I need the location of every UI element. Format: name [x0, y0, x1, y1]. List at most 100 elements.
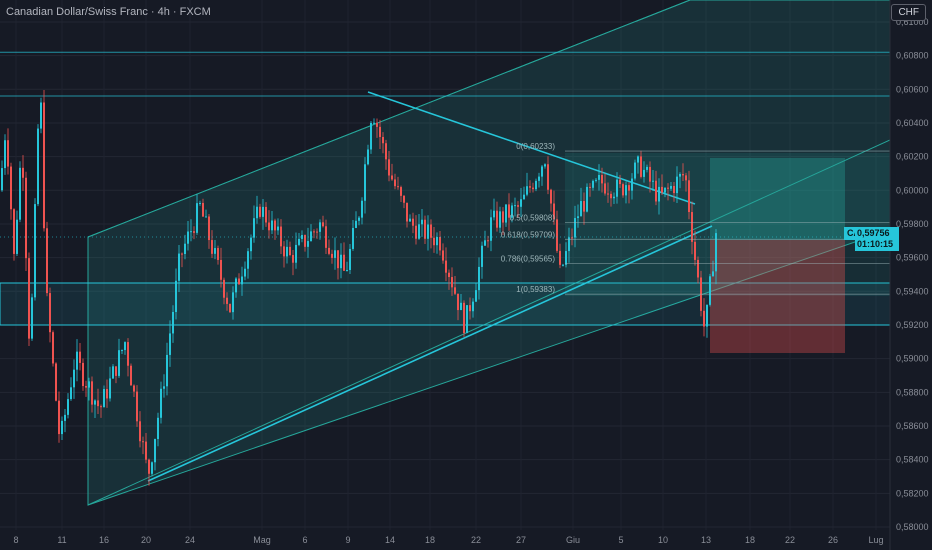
countdown-tag: 01:10:15	[855, 238, 899, 251]
x-tick-label: 22	[471, 535, 481, 545]
candle	[676, 166, 678, 203]
fib-label: 0.5(0,59808)	[510, 214, 556, 223]
candle	[448, 269, 450, 290]
candle	[484, 230, 486, 246]
candle	[682, 163, 684, 182]
candle	[445, 247, 447, 282]
candle	[238, 273, 240, 285]
y-tick-label: 0,59600	[896, 253, 929, 263]
candle	[391, 163, 393, 181]
candle	[94, 399, 96, 418]
candle	[577, 204, 579, 228]
candle	[586, 183, 588, 213]
x-tick-label: 8	[13, 535, 18, 545]
candle	[199, 200, 201, 206]
x-tick-label: 10	[658, 535, 668, 545]
candle	[601, 167, 603, 193]
candle	[268, 210, 270, 239]
candle	[646, 164, 648, 173]
y-tick-label: 0,59000	[896, 354, 929, 364]
candle	[352, 219, 354, 251]
candles	[1, 90, 717, 486]
candle	[7, 128, 9, 175]
candle	[697, 256, 699, 284]
candle	[514, 197, 516, 217]
candle	[10, 162, 12, 220]
candle	[217, 245, 219, 265]
candle	[136, 385, 138, 427]
candle	[79, 343, 81, 371]
candle	[172, 305, 174, 343]
candle	[46, 221, 48, 297]
candle	[511, 202, 513, 223]
candle	[298, 233, 300, 247]
candle	[709, 273, 711, 307]
candle	[376, 118, 378, 138]
candle	[211, 230, 213, 258]
y-tick-label: 0,58000	[896, 522, 929, 532]
candle	[37, 124, 39, 207]
candle	[715, 229, 717, 285]
candle	[154, 438, 156, 471]
candle	[127, 338, 129, 377]
candle	[103, 385, 105, 408]
candle	[367, 144, 369, 166]
candle	[175, 268, 177, 320]
candle	[517, 201, 519, 218]
candle	[232, 286, 234, 320]
candle	[598, 164, 600, 191]
fibonacci-levels: 0(0,60233) 0.5(0,59808) 0.618(0,59709) 0.78…	[501, 142, 890, 295]
candle	[82, 358, 84, 391]
candle	[250, 234, 252, 260]
candle	[76, 339, 78, 382]
fib-label: 0(0,60233)	[516, 142, 555, 151]
y-tick-label: 0,60400	[896, 118, 929, 128]
y-tick-label: 0,60600	[896, 84, 929, 94]
currency-button[interactable]: CHF	[891, 4, 926, 21]
candle	[229, 303, 231, 313]
candle	[634, 159, 636, 181]
x-tick-label: 18	[745, 535, 755, 545]
candle	[472, 298, 474, 318]
candle	[64, 408, 66, 433]
candle	[1, 160, 3, 192]
candle	[631, 173, 633, 200]
candle	[262, 198, 264, 230]
candle	[535, 178, 537, 192]
candle	[193, 226, 195, 240]
candle	[265, 202, 267, 227]
x-tick-label: 11	[57, 535, 66, 545]
candle	[205, 209, 207, 218]
candle	[139, 411, 141, 448]
candle	[673, 181, 675, 202]
candle	[478, 257, 480, 300]
candle	[241, 266, 243, 296]
candle	[31, 293, 33, 341]
candle	[58, 391, 60, 443]
candle	[541, 165, 543, 186]
candle	[169, 320, 171, 367]
candle	[286, 239, 288, 264]
candle	[616, 172, 618, 204]
candle	[109, 366, 111, 402]
candle	[67, 393, 69, 419]
candle	[28, 252, 30, 347]
y-tick-label: 0,60200	[896, 152, 929, 162]
candle	[415, 215, 417, 245]
candle	[244, 261, 246, 281]
fib-label: 1(0,59383)	[516, 285, 555, 294]
candle	[544, 163, 546, 169]
y-tick-label: 0,59400	[896, 286, 929, 296]
x-tick-label: 5	[618, 535, 623, 545]
candle	[466, 304, 468, 334]
y-tick-label: 0,61000	[896, 17, 929, 27]
candle	[580, 187, 582, 217]
fib-label: 0.786(0,59565)	[501, 255, 556, 264]
candle	[487, 235, 489, 248]
support-zone	[0, 282, 891, 326]
candle	[235, 277, 237, 298]
candle	[196, 194, 198, 235]
candle	[52, 330, 54, 367]
candle	[529, 180, 531, 193]
